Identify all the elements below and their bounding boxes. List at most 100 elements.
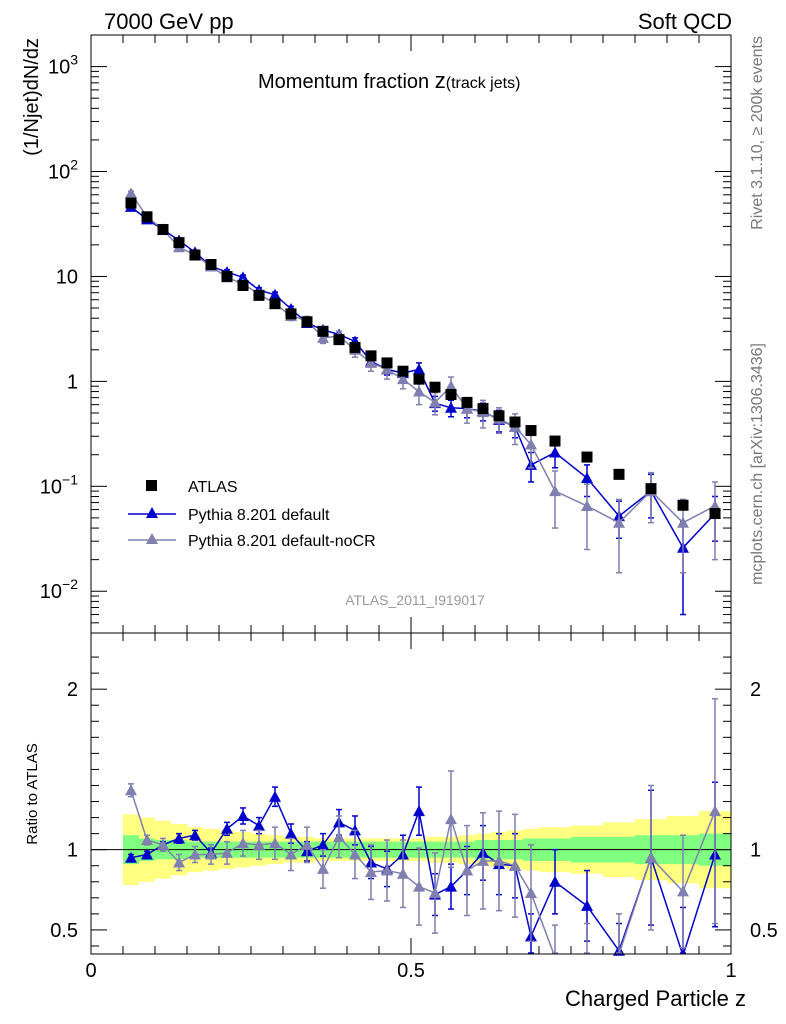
main-point-triangle xyxy=(525,438,537,450)
ratio-point-triangle xyxy=(125,851,137,863)
main-point-triangle xyxy=(269,288,281,300)
main-point-triangle xyxy=(317,331,329,343)
main-point-triangle xyxy=(445,380,457,392)
legend-marker-triangle xyxy=(146,507,158,518)
title-sub: (track jets) xyxy=(446,75,521,92)
ratio-point-triangle xyxy=(141,834,153,846)
ratio-point-triangle xyxy=(189,829,201,841)
ratio-point-triangle xyxy=(493,854,505,866)
main-point-triangle xyxy=(677,516,689,528)
ratio-point-triangle xyxy=(509,859,521,871)
main-point-square xyxy=(525,425,537,437)
main-point-square xyxy=(613,468,625,480)
ratio-point-triangle xyxy=(285,848,297,860)
main-point-triangle xyxy=(237,271,249,283)
main-point-square xyxy=(269,298,281,310)
ratio-point-triangle xyxy=(237,837,249,849)
main-point-square xyxy=(301,316,313,328)
main-point-square xyxy=(381,357,393,369)
ratio-point-triangle xyxy=(645,851,657,863)
x-axis-label: Charged Particle z xyxy=(565,986,746,1011)
main-point-square xyxy=(237,279,249,291)
main-point-square xyxy=(349,342,361,354)
main-point-square xyxy=(493,410,505,422)
ratio-point-triangle xyxy=(301,838,313,850)
ratio-point-triangle xyxy=(269,790,281,802)
header-right: Soft QCD xyxy=(638,9,732,34)
main-point-square xyxy=(157,224,169,236)
ratio-point-triangle xyxy=(317,862,329,874)
ratio-y-tick-label: 1 xyxy=(67,840,78,862)
ratio-point-triangle xyxy=(333,830,345,842)
ratio-series-line xyxy=(130,795,716,954)
main-point-triangle xyxy=(397,373,409,385)
y-tick-label: 10 xyxy=(56,266,78,288)
ratio-point-triangle xyxy=(285,827,297,839)
main-point-square xyxy=(125,197,137,209)
ratio-point-triangle xyxy=(413,880,425,892)
main-point-square xyxy=(461,396,473,408)
main-point-square xyxy=(365,350,377,362)
legend-marker-triangle xyxy=(146,533,158,544)
x-tick-label: 0.5 xyxy=(397,960,425,982)
legend-label-atlas: ATLAS xyxy=(188,479,238,496)
ratio-point-triangle xyxy=(237,809,249,821)
ratio-point-triangle xyxy=(189,848,201,860)
legend-label-default: Pythia 8.201 default xyxy=(188,507,330,524)
main-point-triangle xyxy=(445,401,457,413)
ratio-point-triangle xyxy=(141,848,153,860)
ratio-point-triangle xyxy=(253,838,265,850)
ratio-point-triangle xyxy=(269,837,281,849)
ratio-point-triangle xyxy=(429,887,441,899)
main-point-square xyxy=(709,508,721,520)
main-point-square xyxy=(581,451,593,463)
main-point-triangle xyxy=(549,446,561,458)
x-tick-label: 1 xyxy=(725,960,736,982)
rivet-label: Rivet 3.1.10, ≥ 200k events xyxy=(749,36,766,230)
main-ylabel: (1/Njet)dN/dz xyxy=(21,38,43,156)
main-point-triangle xyxy=(461,402,473,414)
ratio-point-triangle xyxy=(549,875,561,887)
main-point-square xyxy=(285,308,297,320)
ratio-point-triangle xyxy=(461,864,473,876)
analysis-tag: ATLAS_2011_I919017 xyxy=(345,592,485,608)
ratio-point-triangle xyxy=(221,822,233,834)
title-main: Momentum fraction xyxy=(258,71,435,93)
ratio-frame xyxy=(90,632,732,955)
ratio-point-triangle xyxy=(709,805,721,817)
main-point-triangle xyxy=(365,356,377,368)
ratio-point-triangle xyxy=(581,899,593,911)
y-tick-label: 1 xyxy=(67,371,78,393)
ratio-y-tick-label: 2 xyxy=(67,679,78,701)
ratio-point-triangle xyxy=(677,885,689,897)
legend-marker-square xyxy=(146,480,157,491)
main-point-square xyxy=(205,258,217,270)
main-point-square xyxy=(645,483,657,495)
ratio-point-triangle xyxy=(253,819,265,831)
ratio-point-triangle xyxy=(317,838,329,850)
header-left: 7000 GeV pp xyxy=(104,9,234,34)
main-point-triangle xyxy=(429,396,441,408)
ratio-point-triangle xyxy=(221,846,233,858)
ratio-point-triangle xyxy=(381,864,393,876)
main-series-line xyxy=(130,192,716,524)
x-tick-label: 0 xyxy=(85,960,96,982)
legend-item-pythia-default: Pythia 8.201 default xyxy=(128,507,330,524)
legend-item-pythia-nocr: Pythia 8.201 default-noCR xyxy=(128,533,376,550)
ratio-y-tick-label-right: 1 xyxy=(750,840,761,862)
main-point-square xyxy=(429,381,441,393)
y-tick-label: 102 xyxy=(48,157,78,184)
y-tick-label: 103 xyxy=(48,52,78,79)
ratio-point-triangle xyxy=(525,887,537,899)
main-point-square xyxy=(317,325,329,337)
main-point-triangle xyxy=(581,472,593,484)
main-point-triangle xyxy=(549,485,561,497)
ratio-y-tick-label: 0.5 xyxy=(50,920,78,942)
y-tick-label: 10−2 xyxy=(40,576,78,603)
main-point-square xyxy=(549,435,561,447)
main-point-triangle xyxy=(613,516,625,528)
ratio-ylabel: Ratio to ATLAS xyxy=(24,743,41,844)
ratio-point-triangle xyxy=(125,784,137,796)
ratio-point-triangle xyxy=(173,832,185,844)
y-tick-label: 10−1 xyxy=(40,471,78,498)
